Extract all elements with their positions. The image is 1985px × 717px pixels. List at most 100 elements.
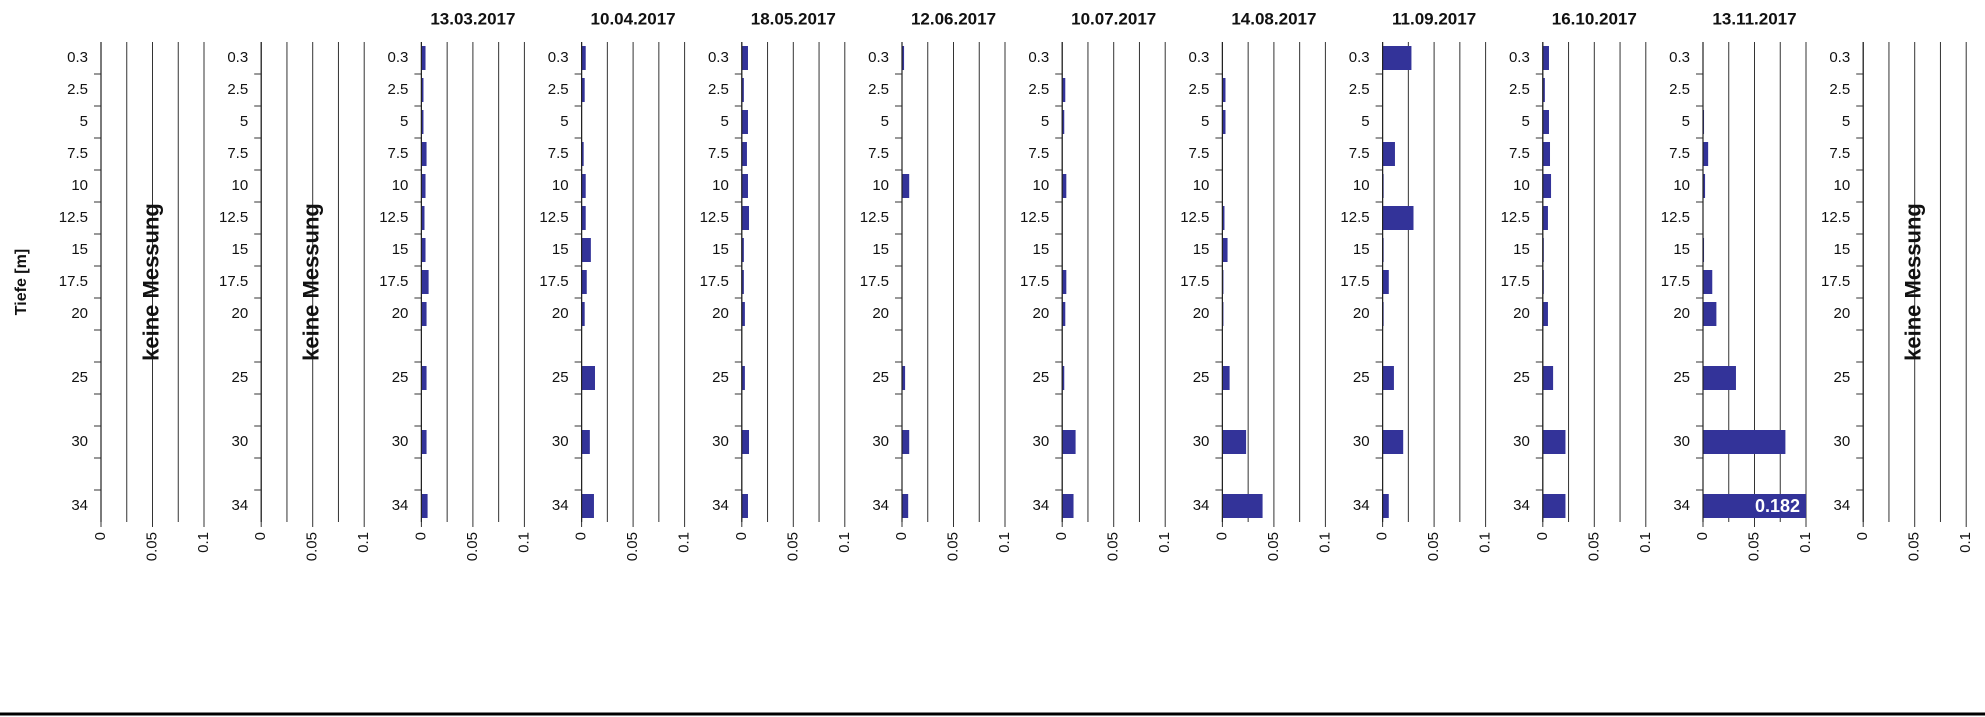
y-tick-label: 10 (1513, 177, 1530, 194)
y-tick-label: 15 (71, 241, 88, 258)
panel-title: 13.03.2017 (430, 9, 515, 28)
y-tick-label: 2.5 (868, 81, 889, 98)
panel: 0.3 2.5 5 7.5 10 12.5 15 17.5 20 25 30 34 0 0.05 0.1 14… (1180, 9, 1333, 561)
bar (1382, 430, 1404, 454)
y-tick-label: 25 (1353, 369, 1370, 386)
y-tick-label: 2.5 (1669, 81, 1690, 98)
panel: 0.3 2.5 5 7.5 10 12.5 15 17.5 20 25 30 34 0 0.05 0.1 12… (860, 9, 1013, 561)
x-tick-label: 0 (1374, 532, 1391, 540)
y-tick-label: 5 (1842, 113, 1850, 130)
bar (1062, 302, 1066, 326)
y-tick-label: 25 (872, 369, 889, 386)
annotation: keine Messung (138, 203, 163, 361)
y-tick-label: 5 (1201, 113, 1209, 130)
y-tick-label: 15 (1353, 241, 1370, 258)
bar (741, 110, 748, 134)
y-tick-label: 0.3 (1509, 49, 1530, 66)
bar (1542, 206, 1548, 230)
y-tick-label: 20 (1033, 305, 1050, 322)
y-tick-label: 10 (71, 177, 88, 194)
y-tick-label: 5 (560, 113, 568, 130)
bar (1542, 174, 1552, 198)
y-tick-label: 7.5 (1829, 145, 1850, 162)
y-tick-label: 0.3 (1669, 49, 1690, 66)
y-tick-label: 0.3 (868, 49, 889, 66)
y-tick-label: 12.5 (700, 209, 729, 226)
panel: 0.3 2.5 5 7.5 10 12.5 15 17.5 20 25 30 34 0 0.05 0.1 13… (1661, 9, 1814, 561)
y-tick-label: 20 (712, 305, 729, 322)
bar (741, 142, 747, 166)
bar (1062, 494, 1074, 518)
y-tick-label: 2.5 (67, 81, 88, 98)
bar (1222, 366, 1230, 390)
y-tick-label: 25 (712, 369, 729, 386)
x-tick-label: 0.1 (1957, 532, 1974, 553)
y-tick-label: 34 (1193, 497, 1210, 514)
y-tick-label: 7.5 (1509, 145, 1530, 162)
x-tick-label: 0.1 (515, 532, 532, 553)
y-tick-label: 20 (71, 305, 88, 322)
x-tick-label: 0 (1053, 532, 1070, 540)
bar (1542, 78, 1545, 102)
panel: 0.3 2.5 5 7.5 10 12.5 15 17.5 20 25 30 34 0 0.05 0.1 10… (1020, 9, 1173, 561)
x-tick-label: 0 (1854, 532, 1871, 540)
bar (581, 494, 594, 518)
x-tick-label: 0 (893, 532, 910, 540)
bar (741, 366, 745, 390)
bar (421, 110, 424, 134)
y-tick-label: 25 (232, 369, 249, 386)
panel-title: 18.05.2017 (751, 9, 836, 28)
panel-title: 13.11.2017 (1712, 9, 1796, 28)
y-tick-label: 17.5 (59, 273, 88, 290)
y-tick-label: 20 (1513, 305, 1530, 322)
y-tick-label: 7.5 (388, 145, 409, 162)
bar (421, 142, 427, 166)
bar (741, 78, 744, 102)
x-tick-label: 0.05 (624, 532, 641, 561)
y-tick-label: 0.3 (548, 49, 569, 66)
y-tick-label: 2.5 (1349, 81, 1370, 98)
x-tick-label: 0 (733, 532, 750, 540)
y-tick-label: 17.5 (700, 273, 729, 290)
bar (581, 142, 584, 166)
y-axis-label: Tiefe [m] (13, 249, 30, 315)
bars (902, 46, 910, 518)
y-tick-label: 10 (712, 177, 729, 194)
y-tick-label: 30 (1673, 433, 1690, 450)
y-tick-label: 34 (552, 497, 569, 514)
bar (1382, 270, 1389, 294)
panel: 0.3 2.5 5 7.5 10 12.5 15 17.5 20 25 30 34 0 0.05 0.1 ke… (1821, 42, 1974, 561)
x-tick-label: 0.05 (1425, 532, 1442, 561)
bar (1542, 366, 1554, 390)
bar (1062, 270, 1067, 294)
y-tick-label: 25 (71, 369, 88, 386)
y-tick-label: 7.5 (67, 145, 88, 162)
bar (902, 430, 910, 454)
bar (421, 78, 424, 102)
bar (1542, 494, 1566, 518)
y-tick-label: 0.3 (1028, 49, 1049, 66)
annotation: keine Messung (299, 203, 324, 361)
x-tick-label: 0 (252, 532, 269, 540)
y-tick-label: 5 (720, 113, 728, 130)
y-tick-label: 12.5 (1661, 209, 1690, 226)
y-tick-label: 17.5 (1180, 273, 1209, 290)
bar (581, 46, 586, 70)
bar (1382, 142, 1395, 166)
y-tick-label: 0.3 (708, 49, 729, 66)
x-tick-label: 0.05 (464, 532, 481, 561)
panel: 0.3 2.5 5 7.5 10 12.5 15 17.5 20 25 30 34 0 0.05 0.1 13… (379, 9, 532, 561)
bar (1382, 46, 1412, 70)
y-tick-label: 34 (1033, 497, 1050, 514)
x-tick-label: 0.1 (1637, 532, 1654, 553)
bar (1222, 494, 1263, 518)
bar (1542, 430, 1566, 454)
y-tick-label: 5 (80, 113, 88, 130)
y-tick-label: 12.5 (219, 209, 248, 226)
bar (741, 270, 744, 294)
bar (581, 270, 587, 294)
y-tick-label: 34 (392, 497, 409, 514)
y-tick-label: 30 (1834, 433, 1851, 450)
y-tick-label: 17.5 (1821, 273, 1850, 290)
